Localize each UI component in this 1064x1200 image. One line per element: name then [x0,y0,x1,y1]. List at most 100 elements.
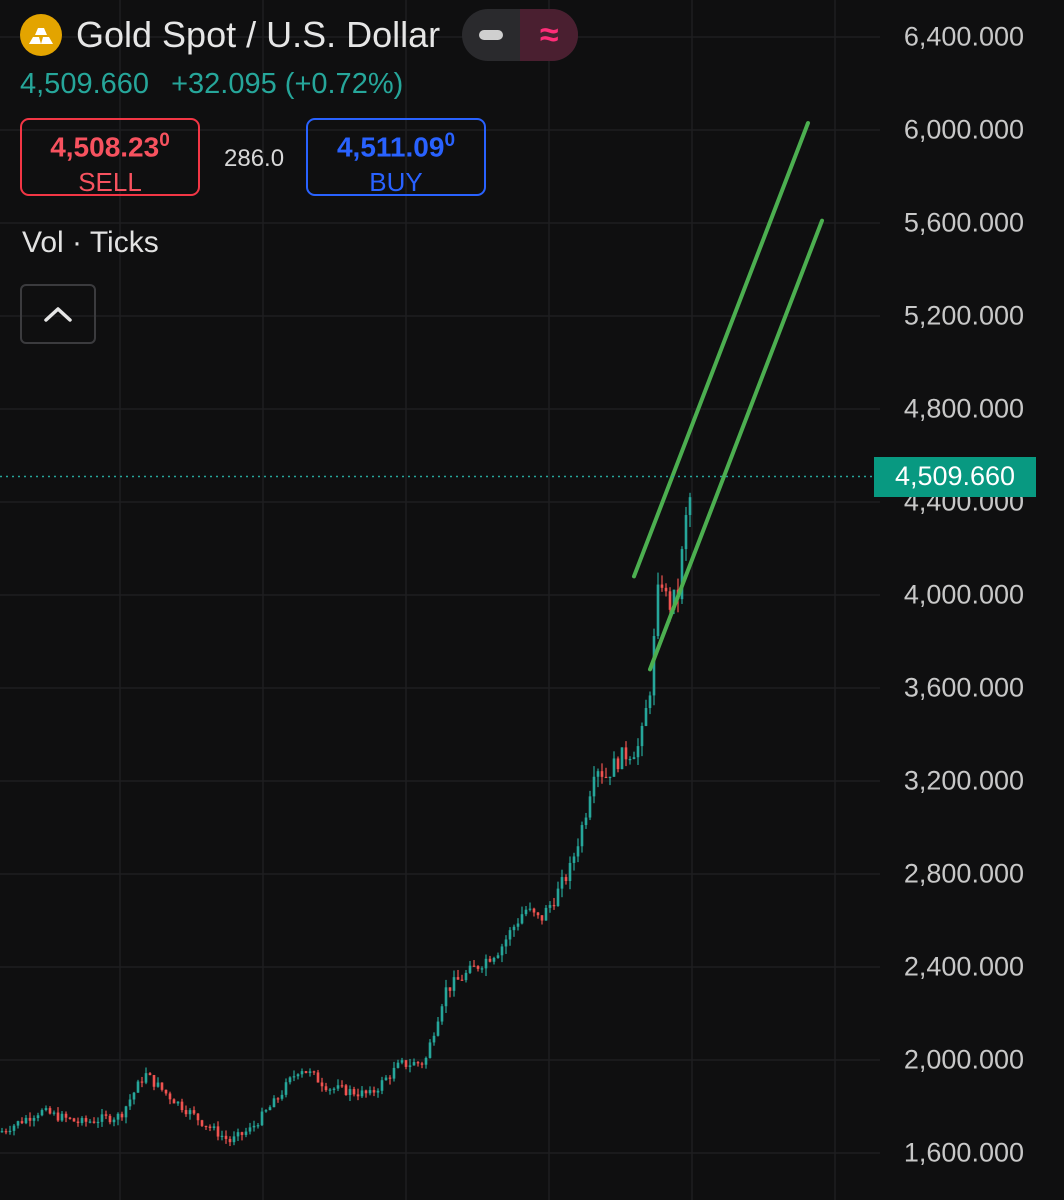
candle [336,1079,340,1092]
symbol-title[interactable]: Gold Spot / U.S. Dollar [76,14,441,55]
candle [456,969,460,980]
candle [688,492,692,527]
candle [52,1110,56,1116]
candle [296,1073,300,1080]
candle [420,1061,424,1069]
candle [424,1056,428,1069]
candle [60,1111,64,1122]
candle [40,1108,44,1117]
candle [320,1077,324,1092]
candle [448,987,452,998]
candle [108,1113,112,1125]
candle [236,1128,240,1142]
candle [648,691,652,715]
candle [232,1131,236,1146]
candle [492,956,496,965]
candle [4,1128,8,1135]
candle [300,1068,304,1078]
candle [524,905,528,917]
candle [136,1079,140,1093]
candle [412,1058,416,1066]
candle [576,838,580,863]
candle [216,1121,220,1141]
candle [200,1119,204,1127]
candle [16,1120,20,1129]
candle [652,628,656,706]
candle [416,1061,420,1067]
candle [228,1136,232,1147]
collapse-indicators-button[interactable] [20,284,96,344]
candle [432,1032,436,1046]
candle [620,747,624,770]
candle [600,763,604,784]
candle [132,1091,136,1105]
candle [656,572,660,640]
chart-grid [0,0,880,1200]
y-tick-label: 6,000.000 [903,114,1024,145]
candle [312,1070,316,1076]
candle [276,1097,280,1103]
approx-wave-icon[interactable]: ≈ [520,9,579,61]
candle [28,1112,32,1127]
candle [120,1111,124,1121]
candle [280,1090,284,1101]
price-change: +32.095 [171,68,277,100]
spread-value: 286.0 [224,145,285,172]
candle [572,852,576,871]
candle [260,1107,264,1127]
candle [508,927,512,946]
chart-mode-toggle[interactable]: ≈ [462,9,579,61]
candle [180,1098,184,1113]
candle [592,766,596,804]
candles [0,492,692,1147]
candle [140,1076,144,1088]
candle [608,776,612,786]
candle [636,738,640,765]
sell-button[interactable]: 4,508.230 SELL [20,118,200,197]
candle [252,1120,256,1132]
candle [220,1130,224,1141]
candle [384,1075,388,1081]
candle [224,1130,228,1144]
trend-channel[interactable] [632,121,824,672]
candle [512,924,516,937]
candle [632,751,636,760]
candle [596,768,600,788]
gold-bars-icon[interactable] [20,14,62,56]
candle [464,969,468,983]
candle [160,1082,164,1092]
candle [164,1089,168,1096]
candle [428,1039,432,1059]
candle [340,1080,344,1088]
candle [184,1105,188,1117]
candle [612,751,616,777]
last-price-tag: 4,509.660 [874,456,1036,497]
candle [356,1088,360,1101]
y-tick-label: 4,000.000 [903,579,1024,610]
candle [32,1115,36,1127]
candle [268,1105,272,1111]
candle [640,722,644,757]
candle [328,1088,332,1095]
candle [196,1113,200,1126]
y-tick-label: 2,000.000 [903,1044,1024,1075]
candle [544,905,548,921]
candle [188,1108,192,1120]
candle [24,1115,28,1125]
minus-icon[interactable] [462,9,520,61]
candle [44,1105,48,1112]
candle [408,1058,412,1073]
candle [80,1116,84,1126]
volume-indicator-label[interactable]: Vol · Ticks [22,226,159,259]
candle [12,1123,16,1136]
candle [152,1074,156,1091]
candle [540,915,544,925]
candle [204,1125,208,1130]
candle [404,1059,408,1070]
candle [496,952,500,959]
candle [172,1098,176,1104]
candle [532,907,536,917]
buy-button[interactable]: 4,511.090 BUY [306,118,486,197]
candle [316,1069,320,1083]
